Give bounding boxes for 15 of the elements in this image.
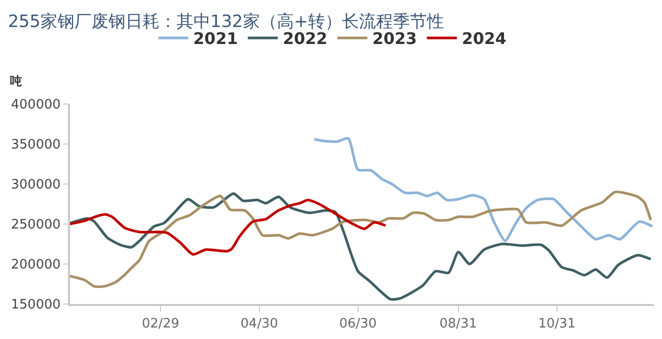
y-tick-label: 150000 — [11, 298, 61, 313]
x-tick-label: 10/31 — [538, 316, 576, 332]
x-tick-label: 08/31 — [440, 316, 477, 332]
y-tick-label: 200000 — [11, 258, 61, 273]
y-tick-label: 350000 — [11, 138, 61, 153]
legend-label: 2024 — [462, 29, 506, 48]
y-tick-label: 250000 — [11, 218, 61, 233]
x-tick-label: 04/30 — [240, 316, 278, 332]
line-series — [70, 198, 387, 256]
y-axis-title: 吨 — [10, 74, 22, 88]
x-tick-label: 06/30 — [339, 316, 377, 332]
y-tick-label: 400000 — [11, 98, 61, 113]
line-series — [312, 137, 654, 242]
x-tick-label: 02/29 — [142, 316, 180, 332]
y-tick-label: 300000 — [11, 178, 61, 193]
